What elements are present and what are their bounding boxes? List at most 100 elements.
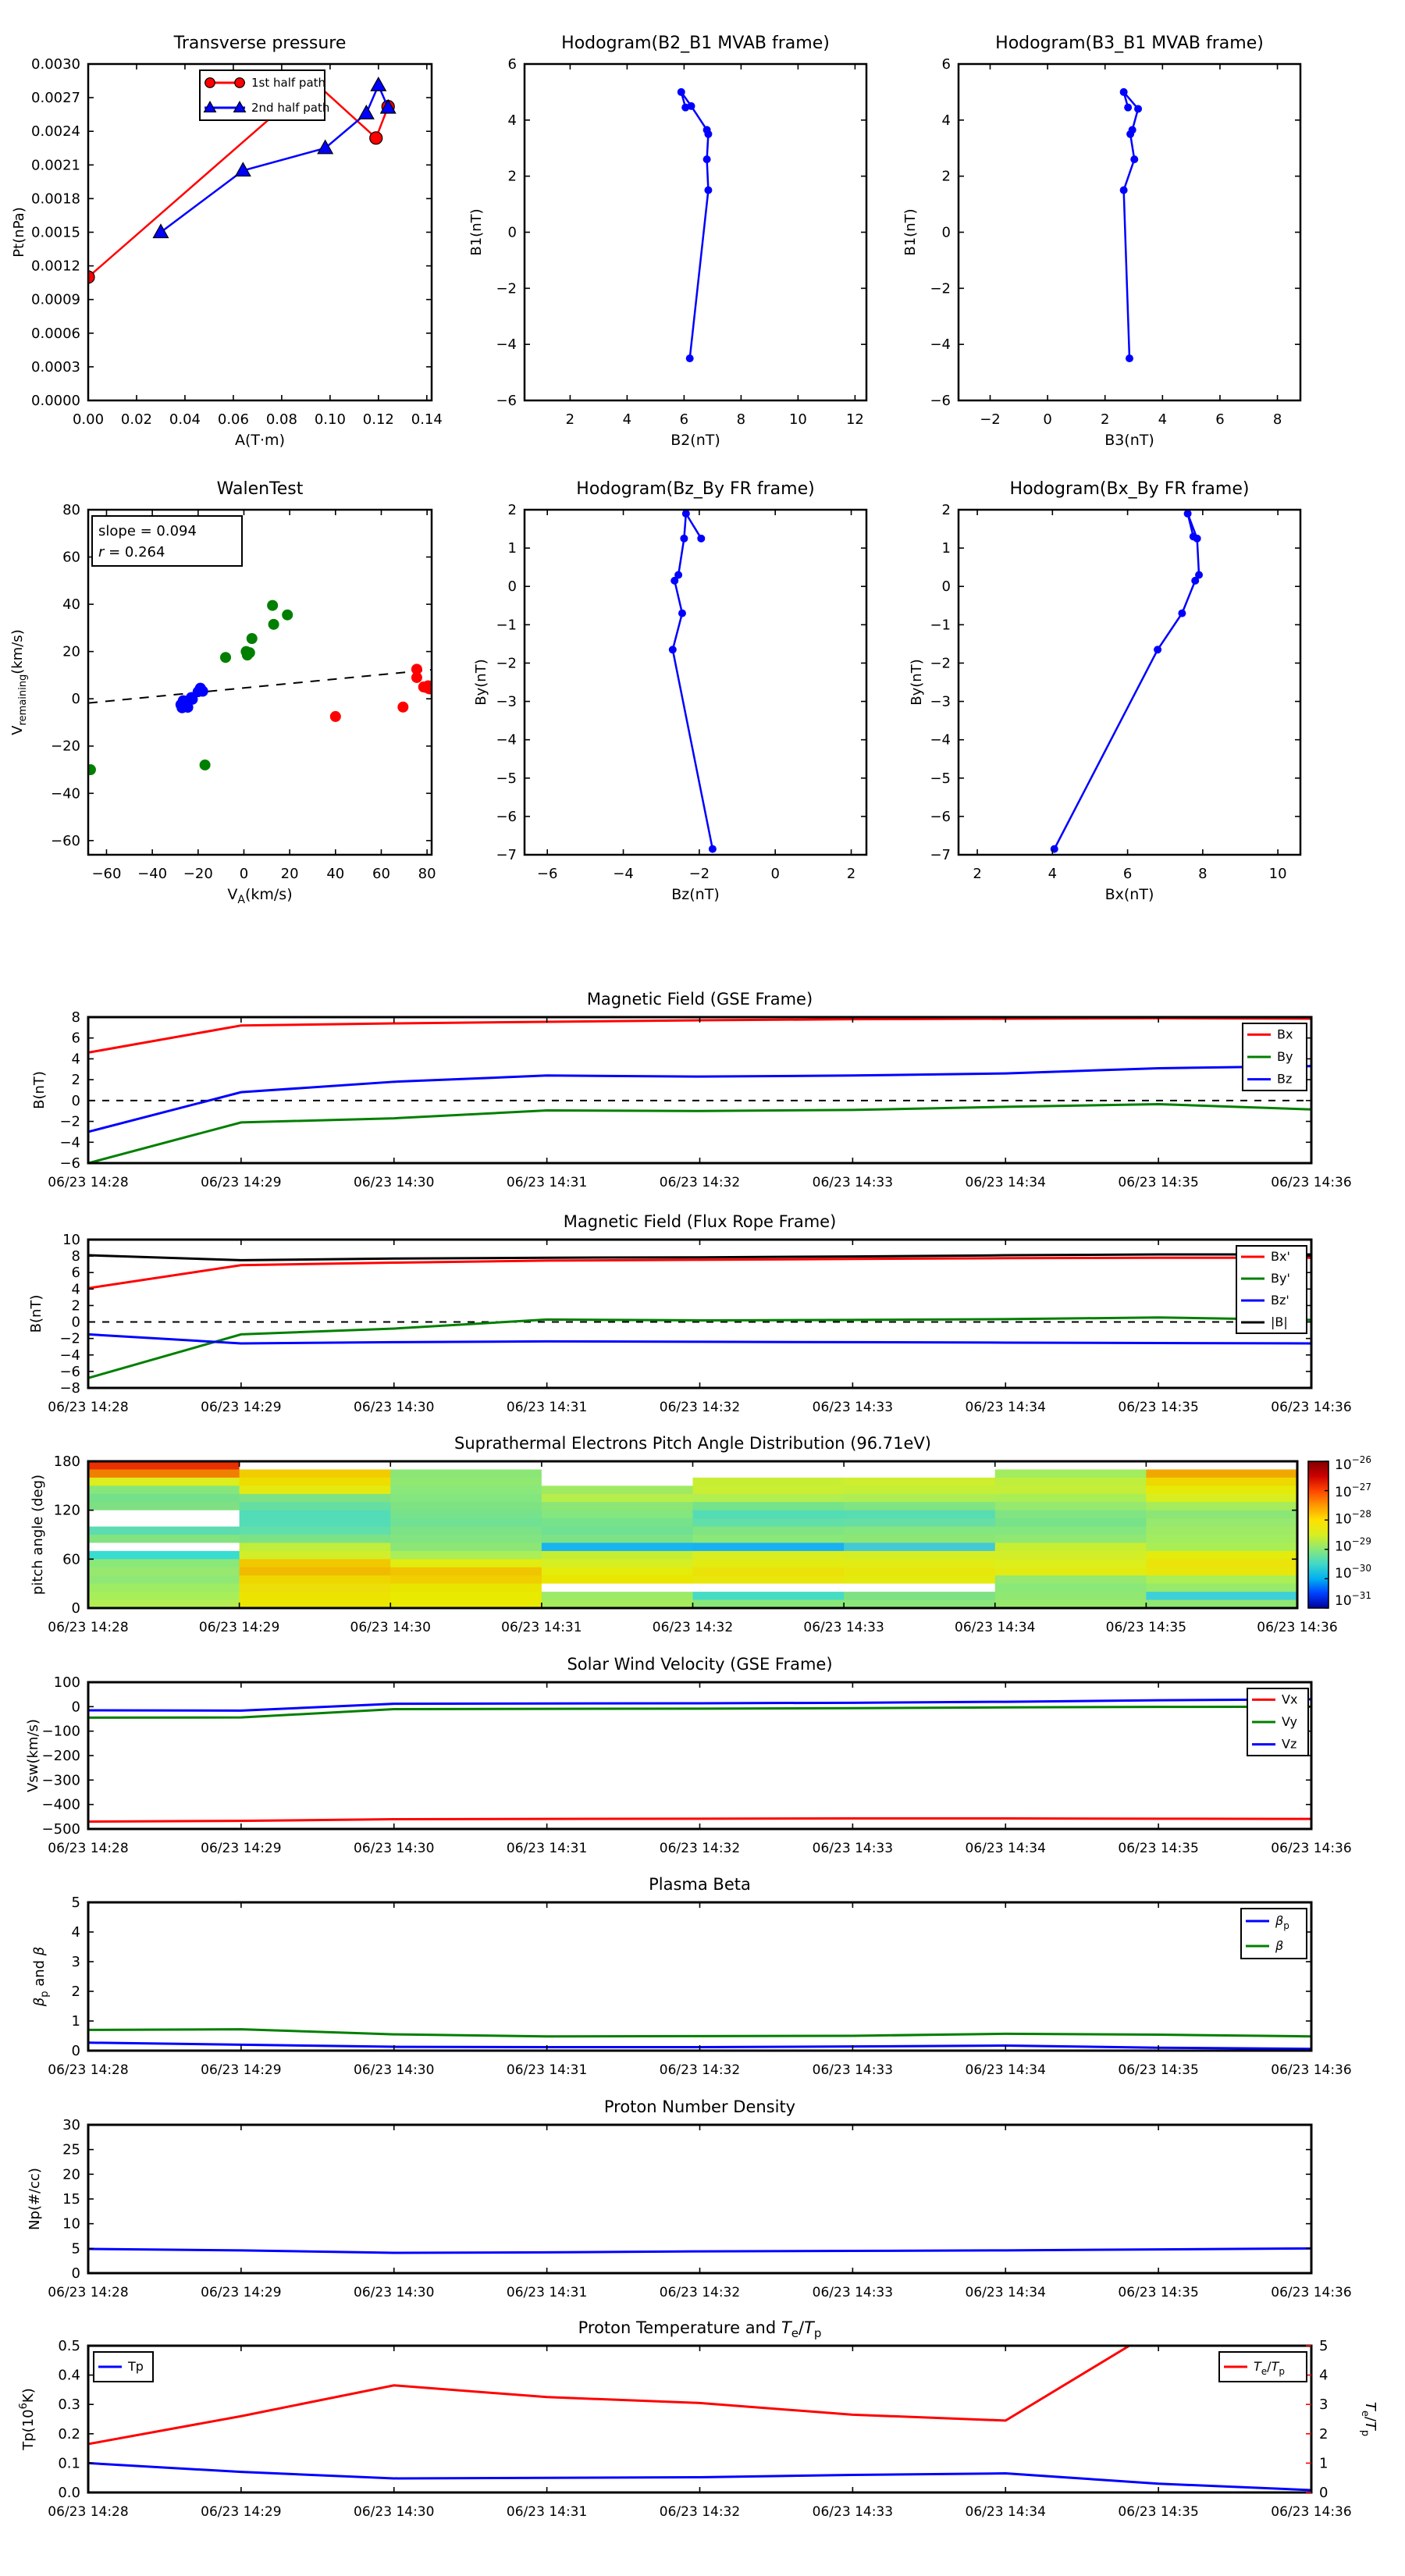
y-tick-label: 10 <box>62 2216 80 2233</box>
heatmap-cell <box>692 1493 845 1503</box>
scatter-point <box>267 600 279 611</box>
heatmap-cell <box>994 1583 1147 1592</box>
x-tick-label: 06/23 14:31 <box>507 2285 587 2300</box>
legend-label: By' <box>1271 1271 1290 1286</box>
y2-tick-label: 0 <box>1319 2485 1328 2501</box>
y-axis-label: B1(nT) <box>468 208 485 255</box>
heatmap-cell <box>239 1583 391 1592</box>
legend-label: Vx <box>1282 1692 1297 1706</box>
heatmap-cell <box>1146 1567 1297 1576</box>
series-line <box>88 1103 1311 1163</box>
y-tick-label: 1 <box>72 2013 80 2030</box>
x-tick-label: 06/23 14:33 <box>813 1841 893 1856</box>
heatmap-cell <box>239 1461 391 1471</box>
scatter-point <box>88 764 96 776</box>
legend-box <box>1236 1245 1307 1334</box>
heatmap-cell <box>390 1567 542 1576</box>
scatter-point <box>411 664 422 675</box>
axes-spines <box>87 1901 1313 2052</box>
heatmap-cell <box>844 1583 996 1592</box>
heatmap-cell <box>390 1592 542 1601</box>
y-tick-label: 8 <box>72 1009 80 1026</box>
x-tick-label: 06/23 14:36 <box>1271 1175 1351 1190</box>
plot-area <box>1050 510 1204 853</box>
y-tick-label: 2 <box>942 502 951 518</box>
y-tick-label: −2 <box>59 1114 80 1130</box>
heatmap-cell <box>994 1518 1147 1528</box>
series-line <box>88 1705 1311 1719</box>
y-tick-label: 60 <box>62 550 80 566</box>
series-line <box>1053 513 1200 850</box>
heatmap-cell <box>844 1502 996 1511</box>
legend-box <box>1240 1908 1307 1959</box>
x-tick-label: 40 <box>326 866 344 882</box>
heatmap-cell <box>844 1567 996 1576</box>
x-tick-label: 06/23 14:36 <box>1271 1400 1351 1415</box>
x-tick-label: 06/23 14:35 <box>1118 2504 1198 2520</box>
x-tick-label: −2 <box>689 866 710 882</box>
x-tick-label: 06/23 14:32 <box>660 1400 740 1415</box>
y-tick-label: −2 <box>930 280 951 297</box>
x-tick-label: 06/23 14:35 <box>1118 2062 1198 2078</box>
scatter-point <box>424 683 432 695</box>
chart-title: Hodogram(B2_B1 MVAB frame) <box>561 34 830 53</box>
x-tick-label: 06/23 14:35 <box>1106 1620 1186 1635</box>
y-tick-label: −60 <box>51 833 80 849</box>
heatmap-cell <box>994 1542 1147 1552</box>
y-tick-label: 0.0030 <box>31 56 80 73</box>
chart-mf_fr: 06/23 14:28 06/23 14:29 06/23 14:30 06/23 1… <box>28 1212 1352 1415</box>
heatmap-cell <box>844 1535 996 1544</box>
heatmap-cell <box>390 1542 542 1552</box>
axes-spines <box>87 2344 1313 2494</box>
legend-label: 1st half path <box>251 76 325 90</box>
chart-beta: 06/23 14:28 06/23 14:29 06/23 14:30 06/23 1… <box>31 1875 1352 2078</box>
heatmap-cell <box>1146 1583 1297 1592</box>
plot-area <box>88 1698 1311 1823</box>
y-tick-label: −4 <box>496 336 517 353</box>
heatmap-cell <box>541 1510 694 1519</box>
y-tick-label: 10 <box>62 1232 80 1248</box>
series-line <box>88 1817 1311 1823</box>
x-tick-label: 0.04 <box>169 411 201 428</box>
series-line <box>671 510 714 849</box>
heatmap-cell <box>239 1535 391 1544</box>
heatmap-cell <box>88 1550 240 1560</box>
scatter-point <box>187 693 198 705</box>
x-tick-label: −6 <box>537 866 558 882</box>
y-axis-label: Pt(nPa) <box>11 207 27 257</box>
heatmap-cell <box>1146 1493 1297 1503</box>
x-tick-label: 06/23 14:33 <box>813 1175 893 1190</box>
heatmap-cell <box>1146 1599 1297 1608</box>
y-tick-label: −4 <box>496 732 517 749</box>
x-tick-label: 06/23 14:31 <box>507 1841 587 1856</box>
y-axis-label: By(nT) <box>909 659 925 705</box>
y-tick-label: 0.0027 <box>31 90 80 106</box>
y-tick-label: −2 <box>930 655 951 671</box>
x-tick-label: 06/23 14:32 <box>660 1841 740 1856</box>
y-tick-label: 60 <box>62 1551 80 1567</box>
heatmap-cell <box>1146 1477 1297 1486</box>
scatter-point <box>397 701 409 713</box>
heatmap-cell <box>541 1592 694 1601</box>
y-tick-label: 0 <box>72 2265 80 2282</box>
x-tick-label: 06/23 14:29 <box>201 2062 281 2078</box>
y-tick-label: −1 <box>930 617 951 633</box>
y-tick-label: 6 <box>72 1030 80 1047</box>
chart-title: Magnetic Field (GSE Frame) <box>587 990 813 1009</box>
y-tick-label: 180 <box>54 1453 80 1470</box>
x-tick-label: 06/23 14:29 <box>201 2285 281 2300</box>
x-tick-label: 06/23 14:35 <box>1118 2285 1198 2300</box>
y-tick-label: 2 <box>72 1984 80 2000</box>
heatmap-cell <box>692 1510 845 1519</box>
y2-tick-label: 5 <box>1319 2338 1328 2354</box>
y-tick-label: −7 <box>930 847 951 863</box>
heatmap-cell <box>692 1559 845 1568</box>
chart-title: Suprathermal Electrons Pitch Angle Distr… <box>454 1434 931 1453</box>
heatmap-cell <box>88 1542 240 1552</box>
y-tick-label: 4 <box>942 112 951 129</box>
series-line <box>88 1332 1311 1345</box>
heatmap-cell <box>994 1599 1147 1608</box>
x-tick-label: 06/23 14:30 <box>354 1400 434 1415</box>
heatmap-cell <box>844 1461 996 1471</box>
legend-label: Vy <box>1282 1714 1297 1729</box>
